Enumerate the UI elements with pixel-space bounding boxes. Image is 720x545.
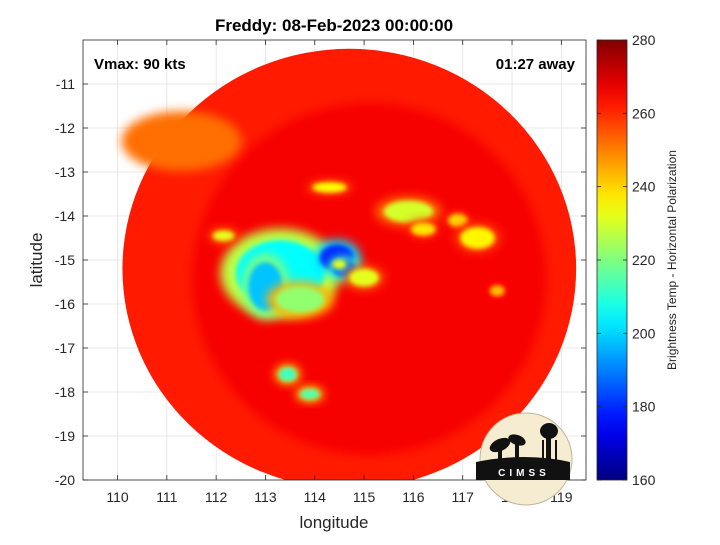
convective-feature bbox=[447, 213, 468, 227]
y-tick-label: -11 bbox=[56, 76, 75, 92]
convective-feature bbox=[383, 200, 434, 223]
y-tick-label: -14 bbox=[55, 208, 75, 224]
x-tick-label: 114 bbox=[304, 489, 327, 505]
storm-eye bbox=[332, 259, 347, 270]
convective-feature bbox=[349, 268, 379, 287]
colorbar-tick-label: 180 bbox=[632, 399, 656, 415]
colorbar-tick-label: 240 bbox=[632, 179, 656, 195]
x-tick-label: 112 bbox=[205, 489, 228, 505]
convective-feature bbox=[460, 227, 495, 249]
convective-feature bbox=[275, 286, 325, 313]
time-away-annotation: 01:27 away bbox=[496, 56, 576, 73]
y-tick-label: -18 bbox=[55, 384, 75, 400]
convective-feature bbox=[278, 367, 297, 381]
y-tick-label: -13 bbox=[55, 164, 75, 180]
convective-feature bbox=[299, 388, 320, 400]
cimss-logo-text: CIMSS bbox=[498, 468, 550, 479]
y-tick-label: -20 bbox=[55, 472, 75, 488]
x-tick-label: 117 bbox=[452, 489, 475, 505]
y-tick-label: -12 bbox=[55, 120, 75, 136]
y-axis-ticks: -11 -12 -13 -14 -15 -16 -17 -18 -19 -20 bbox=[55, 76, 586, 488]
y-tick-label: -16 bbox=[55, 296, 75, 312]
convective-feature bbox=[489, 285, 505, 297]
y-tick-label: -19 bbox=[55, 428, 75, 444]
colorbar: 160 180 200 220 240 260 280 Brightness Temp - … bbox=[596, 32, 679, 488]
cimss-logo: CIMSS bbox=[476, 412, 573, 506]
colorbar-tick-label: 200 bbox=[632, 325, 656, 341]
x-tick-label: 110 bbox=[106, 489, 129, 505]
colorbar-tick-label: 160 bbox=[632, 472, 656, 488]
microwave-swath bbox=[121, 48, 577, 480]
x-tick-label: 116 bbox=[402, 489, 425, 505]
convective-feature bbox=[410, 222, 436, 236]
y-tick-label: -15 bbox=[55, 252, 75, 268]
colorbar-tick-label: 220 bbox=[632, 252, 656, 268]
convective-feature bbox=[212, 230, 235, 242]
swath-outer-band bbox=[121, 111, 242, 172]
x-axis-ticks: 110111112113114115116117118119 bbox=[106, 40, 573, 505]
x-tick-label: 113 bbox=[254, 489, 277, 505]
chart-title: Freddy: 08-Feb-2023 00:00:00 bbox=[215, 16, 453, 35]
x-axis-label: longitude bbox=[299, 513, 368, 532]
colorbar-label: Brightness Temp - Horizontal Polarizatio… bbox=[665, 150, 679, 370]
colorbar-gradient bbox=[596, 39, 628, 481]
convective-feature bbox=[312, 182, 347, 193]
colorbar-ticks: 160 180 200 220 240 260 280 bbox=[597, 32, 656, 488]
y-tick-label: -17 bbox=[55, 340, 75, 356]
x-tick-label: 115 bbox=[353, 489, 376, 505]
colorbar-tick-label: 260 bbox=[632, 105, 656, 121]
vmax-annotation: Vmax: 90 kts bbox=[94, 56, 186, 73]
x-tick-label: 111 bbox=[156, 489, 177, 505]
y-axis-label: latitude bbox=[27, 233, 46, 288]
colorbar-tick-label: 280 bbox=[632, 32, 656, 48]
